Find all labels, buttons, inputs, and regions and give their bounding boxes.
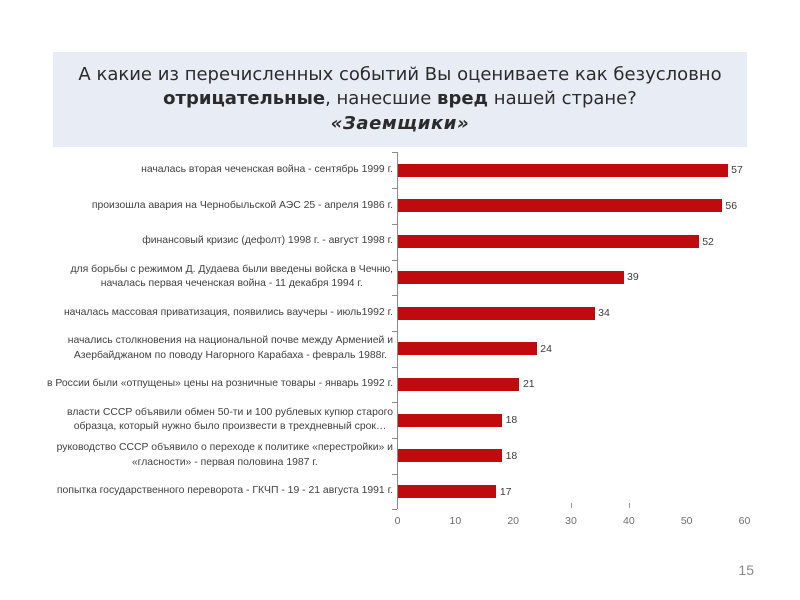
value-label: 24 [540,342,552,355]
value-label: 52 [702,235,714,248]
value-label: 34 [598,307,610,320]
category-label: власти СССР объявили обмен 50-ти и 100 р… [67,406,393,433]
title-line-1: А какие из перечисленных событий Вы оцен… [78,63,722,85]
title-bold-negative: отрицательные [163,88,326,110]
x-axis-tick-label: 40 [622,515,635,527]
category-axis-tick [392,473,397,475]
title-line-3: «Заемщики» [331,112,470,137]
value-label: 21 [522,378,535,391]
category-axis-tick [392,223,397,225]
value-label: 17 [499,485,512,498]
bar [398,485,497,499]
x-axis-tick-label: 20 [507,515,519,527]
bar [398,235,699,249]
category-label: для борьбы с режимом Д. Дудаева были вве… [70,263,393,290]
category-axis-tick [392,188,397,190]
value-label: 18 [505,414,518,427]
category-label: попытка государственного переворота - ГК… [56,485,393,497]
x-axis-tick-label: 10 [449,515,462,527]
category-label: началась вторая чеченская война - сентяб… [141,163,393,175]
bar [398,413,503,427]
x-axis-tick-label: 50 [680,515,693,527]
category-label: руководство СССР объявило о переходе к п… [56,442,393,468]
bar [398,449,503,463]
x-axis-tick-mark [571,503,572,508]
category-axis-tick [392,402,397,404]
category-label: произошла авария на Чернобыльской АЭС 25… [91,199,393,211]
title-text-mid: , нанесшие [325,88,438,110]
category-label: финансовый кризис (дефолт) 1998 г. - авг… [142,235,393,247]
bar [398,270,624,284]
category-axis-tick [392,295,397,297]
slide-title-box: А какие из перечисленных событий Вы оцен… [53,52,747,147]
category-label: началась массовая приватизация, появилис… [63,306,393,318]
x-axis-tick-label: 0 [394,515,401,527]
category-label: в России были «отпущены» цены на розничн… [47,378,393,390]
category-axis-tick [392,509,397,511]
bar [398,377,520,391]
category-axis-tick [392,152,397,154]
value-label: 57 [731,164,743,177]
title-group-name: «Заемщики» [330,112,470,134]
category-axis-tick [392,366,397,368]
title-bold-harm: вред [437,88,489,110]
category-axis-tick [392,330,397,332]
bar [398,306,595,320]
bar [398,199,722,213]
bar [398,342,537,356]
category-axis-line [397,152,398,510]
x-axis-tick-mark [628,503,630,508]
title-text-end: нашей стране? [488,88,637,110]
category-axis-tick [392,259,397,261]
value-label: 39 [627,271,639,284]
x-axis-tick-label: 60 [738,515,751,527]
value-label: 18 [505,449,518,462]
page-number: 15 [738,562,754,578]
category-axis-tick [392,438,397,439]
bar [398,163,728,177]
x-axis-tick-label: 30 [565,515,577,527]
value-label: 56 [725,199,738,212]
category-label: начались столкновения на национальной по… [67,335,393,361]
title-line-2: отрицательные, нанесшие вред нашей стран… [163,87,637,112]
